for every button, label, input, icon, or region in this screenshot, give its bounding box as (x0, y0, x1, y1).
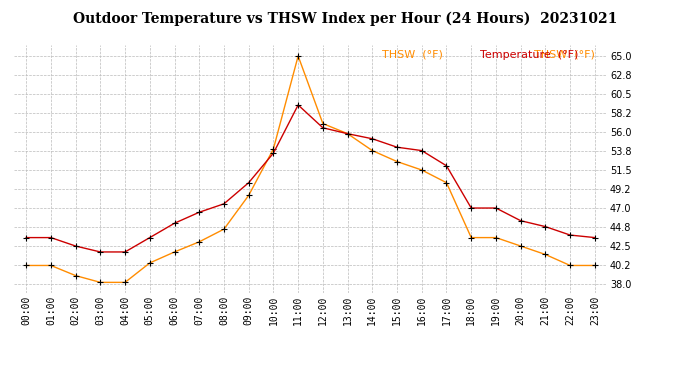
Text: Copyright 2023 Cartronics.com: Copyright 2023 Cartronics.com (0, 374, 1, 375)
Text: THSW  (°F): THSW (°F) (535, 50, 595, 60)
Text: Temperature  (°F): Temperature (°F) (480, 50, 578, 60)
Text: THSW  (°F): THSW (°F) (382, 50, 442, 60)
Text: Outdoor Temperature vs THSW Index per Hour (24 Hours)  20231021: Outdoor Temperature vs THSW Index per Ho… (73, 11, 617, 26)
